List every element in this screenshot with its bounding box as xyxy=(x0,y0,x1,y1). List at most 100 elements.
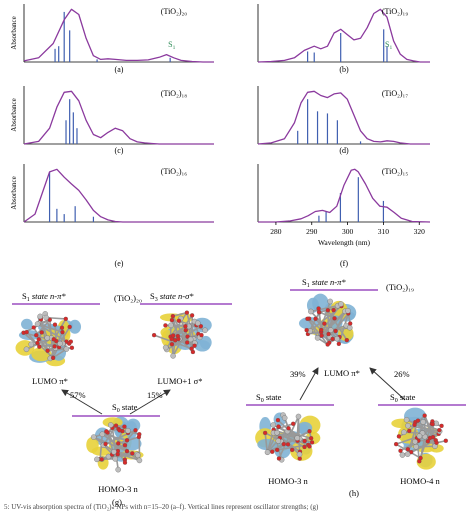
orbital-cluster-lumo-g xyxy=(15,311,82,367)
atom xyxy=(322,321,327,326)
arrow-right-h xyxy=(369,367,406,401)
s1-annotation-b: S1 xyxy=(385,40,392,51)
bond xyxy=(172,315,188,343)
atom xyxy=(59,325,65,330)
panel-title-e: (TiO₂)₁₆ xyxy=(161,167,188,176)
bond xyxy=(267,430,310,453)
bond xyxy=(111,427,119,470)
atom xyxy=(122,443,128,448)
atom xyxy=(290,447,295,453)
atom xyxy=(195,320,201,326)
atom xyxy=(422,413,427,418)
orbital-cluster-homo4-h xyxy=(391,407,448,470)
atom xyxy=(327,298,333,305)
bond xyxy=(306,318,329,345)
atom xyxy=(307,429,312,434)
spectrum-panel-e: (TiO₂)₁₆ Absorbance (e) xyxy=(10,164,214,268)
atom xyxy=(37,313,43,320)
atom xyxy=(67,341,72,346)
atom xyxy=(338,301,344,307)
orbital-lobe xyxy=(21,318,33,330)
orbital-lobe xyxy=(86,436,99,454)
atom xyxy=(103,441,108,447)
atom xyxy=(163,323,168,328)
ground-state-label-g: S0 state xyxy=(112,402,138,414)
orbital-label-homo3-g: HOMO-3 n xyxy=(98,484,138,494)
percent-left-g: 57% xyxy=(70,390,86,400)
orbital-cluster-lumo-h xyxy=(298,293,357,347)
atom xyxy=(184,310,190,315)
ground-state-label-h-left: S0 state xyxy=(256,392,282,404)
orbital-lobe xyxy=(199,335,212,350)
panel-label-g: (g) xyxy=(112,497,122,507)
bond xyxy=(264,432,269,453)
atom xyxy=(189,313,195,318)
atom xyxy=(136,434,142,440)
atom xyxy=(276,424,281,429)
absorption-curve-f xyxy=(258,168,431,223)
atom xyxy=(281,415,288,421)
absorption-curve-d xyxy=(257,90,430,145)
atom xyxy=(170,314,176,319)
atom xyxy=(199,332,204,338)
atom xyxy=(443,438,448,443)
bond xyxy=(37,323,67,343)
atom xyxy=(43,314,49,321)
atom xyxy=(50,355,56,361)
atom xyxy=(169,342,175,347)
atom xyxy=(115,466,121,473)
atom xyxy=(404,451,411,457)
atom xyxy=(124,438,130,443)
atom xyxy=(412,438,418,445)
arrow-left-g xyxy=(61,389,103,415)
diagram-h-title: (TiO₂)₁₉ xyxy=(386,282,414,292)
atom xyxy=(162,344,169,351)
atom xyxy=(405,422,411,429)
atom xyxy=(286,426,291,431)
atom xyxy=(39,330,44,335)
atom xyxy=(330,336,335,342)
atom xyxy=(108,422,114,428)
atom xyxy=(308,308,314,315)
panel-title-f: (TiO₂)₁₅ xyxy=(382,167,409,176)
x-tick-label-f-2: 300 xyxy=(342,227,354,236)
x-tick-label-f-4: 320 xyxy=(414,227,426,236)
y-axis-label-e: Absorbance xyxy=(10,176,18,209)
percent-right-h: 26% xyxy=(394,369,410,379)
atom xyxy=(24,329,29,335)
atom xyxy=(189,346,194,351)
panel-label-e: (e) xyxy=(115,259,124,268)
atom xyxy=(305,316,310,321)
atom xyxy=(185,340,190,345)
atom xyxy=(275,418,281,423)
diagram-g: S1 state n-π* (TiO₂)₂₀ S3 state n-σ* LUM… xyxy=(12,291,232,507)
atom xyxy=(99,431,106,437)
atom xyxy=(52,344,57,349)
atom xyxy=(151,333,157,338)
bond xyxy=(172,311,188,317)
atom xyxy=(170,333,176,338)
panel-title-b: (TiO₂)₁₉ xyxy=(382,7,409,16)
atom xyxy=(314,335,321,341)
atom xyxy=(117,428,122,433)
absorption-curve-e xyxy=(23,168,214,223)
atom xyxy=(336,341,341,346)
panel-label-h: (h) xyxy=(349,488,359,498)
atom xyxy=(413,444,419,450)
atom xyxy=(69,345,75,350)
atom xyxy=(23,346,30,353)
atom xyxy=(348,321,353,326)
orbital-lobe xyxy=(68,319,82,334)
atom xyxy=(275,447,280,453)
panel-label-d: (d) xyxy=(339,146,349,155)
atom xyxy=(45,348,50,353)
bond xyxy=(400,435,426,452)
atom xyxy=(401,429,407,435)
atom xyxy=(275,438,282,444)
bond xyxy=(415,421,440,431)
atom xyxy=(169,336,174,342)
atom xyxy=(28,341,34,348)
x-axis-label-f: Wavelength (nm) xyxy=(318,238,371,247)
state-label-s1-g: S1 state n-π* xyxy=(22,291,66,303)
